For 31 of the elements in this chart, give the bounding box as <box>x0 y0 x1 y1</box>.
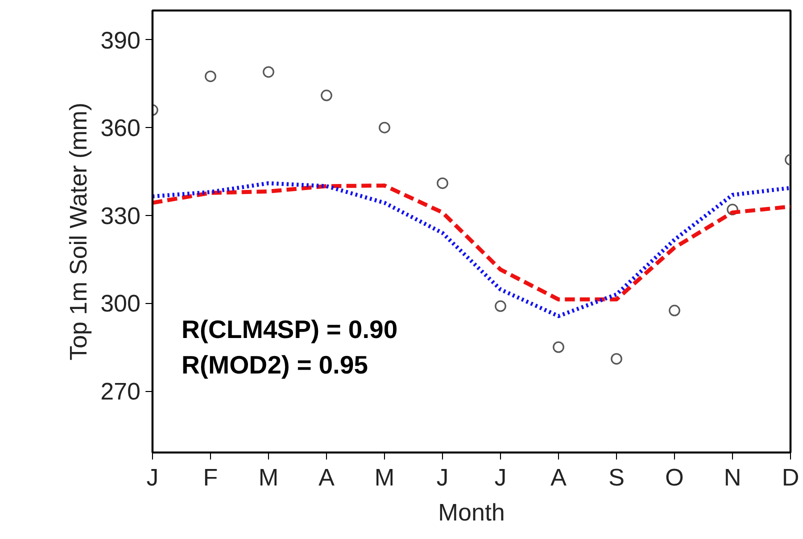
x-tick-label: J <box>436 464 448 492</box>
y-tick-label: 270 <box>100 378 141 406</box>
point <box>610 353 622 365</box>
x-tick-label: M <box>258 464 279 492</box>
point <box>378 122 390 134</box>
point <box>320 90 332 102</box>
x-tick-label: F <box>203 464 218 492</box>
x-tick-label: N <box>724 464 742 492</box>
x-tick-label: J <box>146 464 158 492</box>
y-tick-label: 360 <box>100 115 141 142</box>
y-tick-label: 330 <box>100 202 141 230</box>
x-tick-label: S <box>608 464 625 492</box>
x-axis-title: Month <box>438 500 505 526</box>
x-tick-label: O <box>665 464 684 492</box>
y-tick-label: 300 <box>100 290 141 318</box>
point <box>262 66 274 78</box>
annotation: R(MOD2) = 0.95 <box>182 351 368 380</box>
point <box>494 300 506 312</box>
x-tick-label: M <box>374 464 395 492</box>
x-tick-label: J <box>494 464 506 492</box>
point <box>552 341 564 353</box>
annotation: R(CLM4SP) = 0.90 <box>182 316 398 344</box>
point <box>668 304 680 316</box>
y-axis-title: Top 1m Soil Water (mm) <box>65 102 92 360</box>
x-tick-label: A <box>550 464 567 492</box>
y-tick-label: 390 <box>100 27 141 54</box>
x-tick-label: A <box>318 464 335 492</box>
point <box>726 204 738 216</box>
x-tick-label: D <box>782 464 800 492</box>
point <box>436 177 448 189</box>
point <box>204 70 216 82</box>
